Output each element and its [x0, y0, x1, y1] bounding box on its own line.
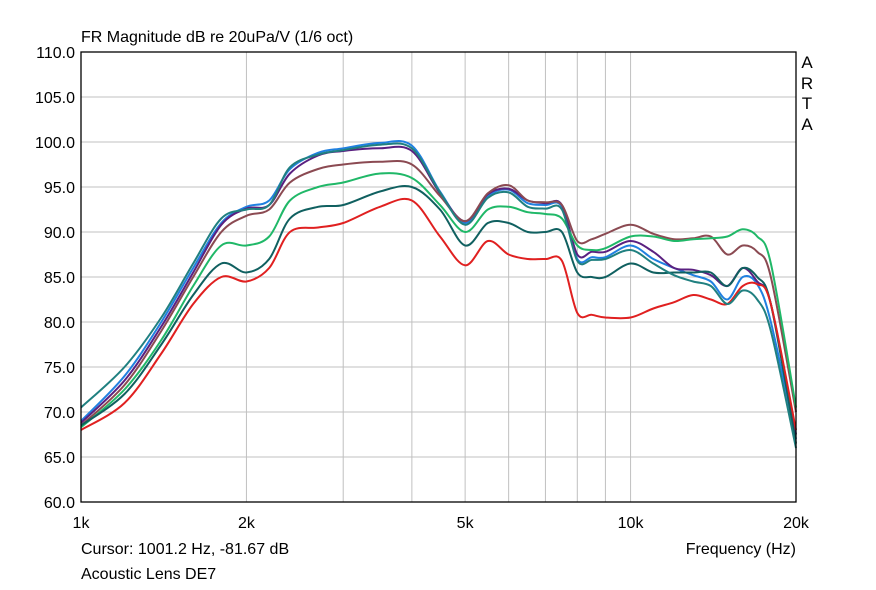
x-axis-label: Frequency (Hz) [685, 541, 796, 558]
series-line-1 [80, 140, 797, 440]
y-tick-label: 75.0 [44, 360, 75, 377]
y-tick-label: 90.0 [44, 225, 75, 242]
chart-caption: Acoustic Lens DE7 [81, 566, 217, 583]
x-tick-labels: 1k 2k 5k 10k 20k [73, 515, 810, 532]
chart-title: FR Magnitude dB re 20uPa/V (1/6 oct) [81, 29, 354, 46]
x-tick-label: 20k [783, 515, 810, 532]
arta-brand: ARTA [800, 53, 814, 134]
plot-frame [80, 51, 797, 503]
x-tick-label: 5k [457, 515, 475, 532]
series-line-4 [80, 172, 797, 429]
series-line-6 [80, 197, 797, 431]
series-line-7 [80, 142, 797, 449]
y-tick-labels: 60.0 65.0 70.0 75.0 80.0 85.0 90.0 95.0 100.0 105… [35, 45, 75, 512]
y-tick-label: 100.0 [35, 135, 75, 152]
y-tick-label: 80.0 [44, 315, 75, 332]
series-curves [80, 140, 797, 449]
x-tick-label: 1k [73, 515, 91, 532]
x-tick-label: 2k [238, 515, 256, 532]
y-tick-label: 105.0 [35, 90, 75, 107]
cursor-readout: Cursor: 1001.2 Hz, -81.67 dB [81, 541, 290, 558]
series-line-5 [80, 185, 797, 444]
x-tick-label: 10k [618, 515, 645, 532]
y-tick-label: 60.0 [44, 495, 75, 512]
y-tick-label: 85.0 [44, 270, 75, 287]
y-tick-label: 110.0 [36, 45, 75, 62]
y-tick-label: 95.0 [44, 180, 75, 197]
y-tick-label: 70.0 [44, 405, 75, 422]
y-tick-label: 65.0 [44, 450, 75, 467]
